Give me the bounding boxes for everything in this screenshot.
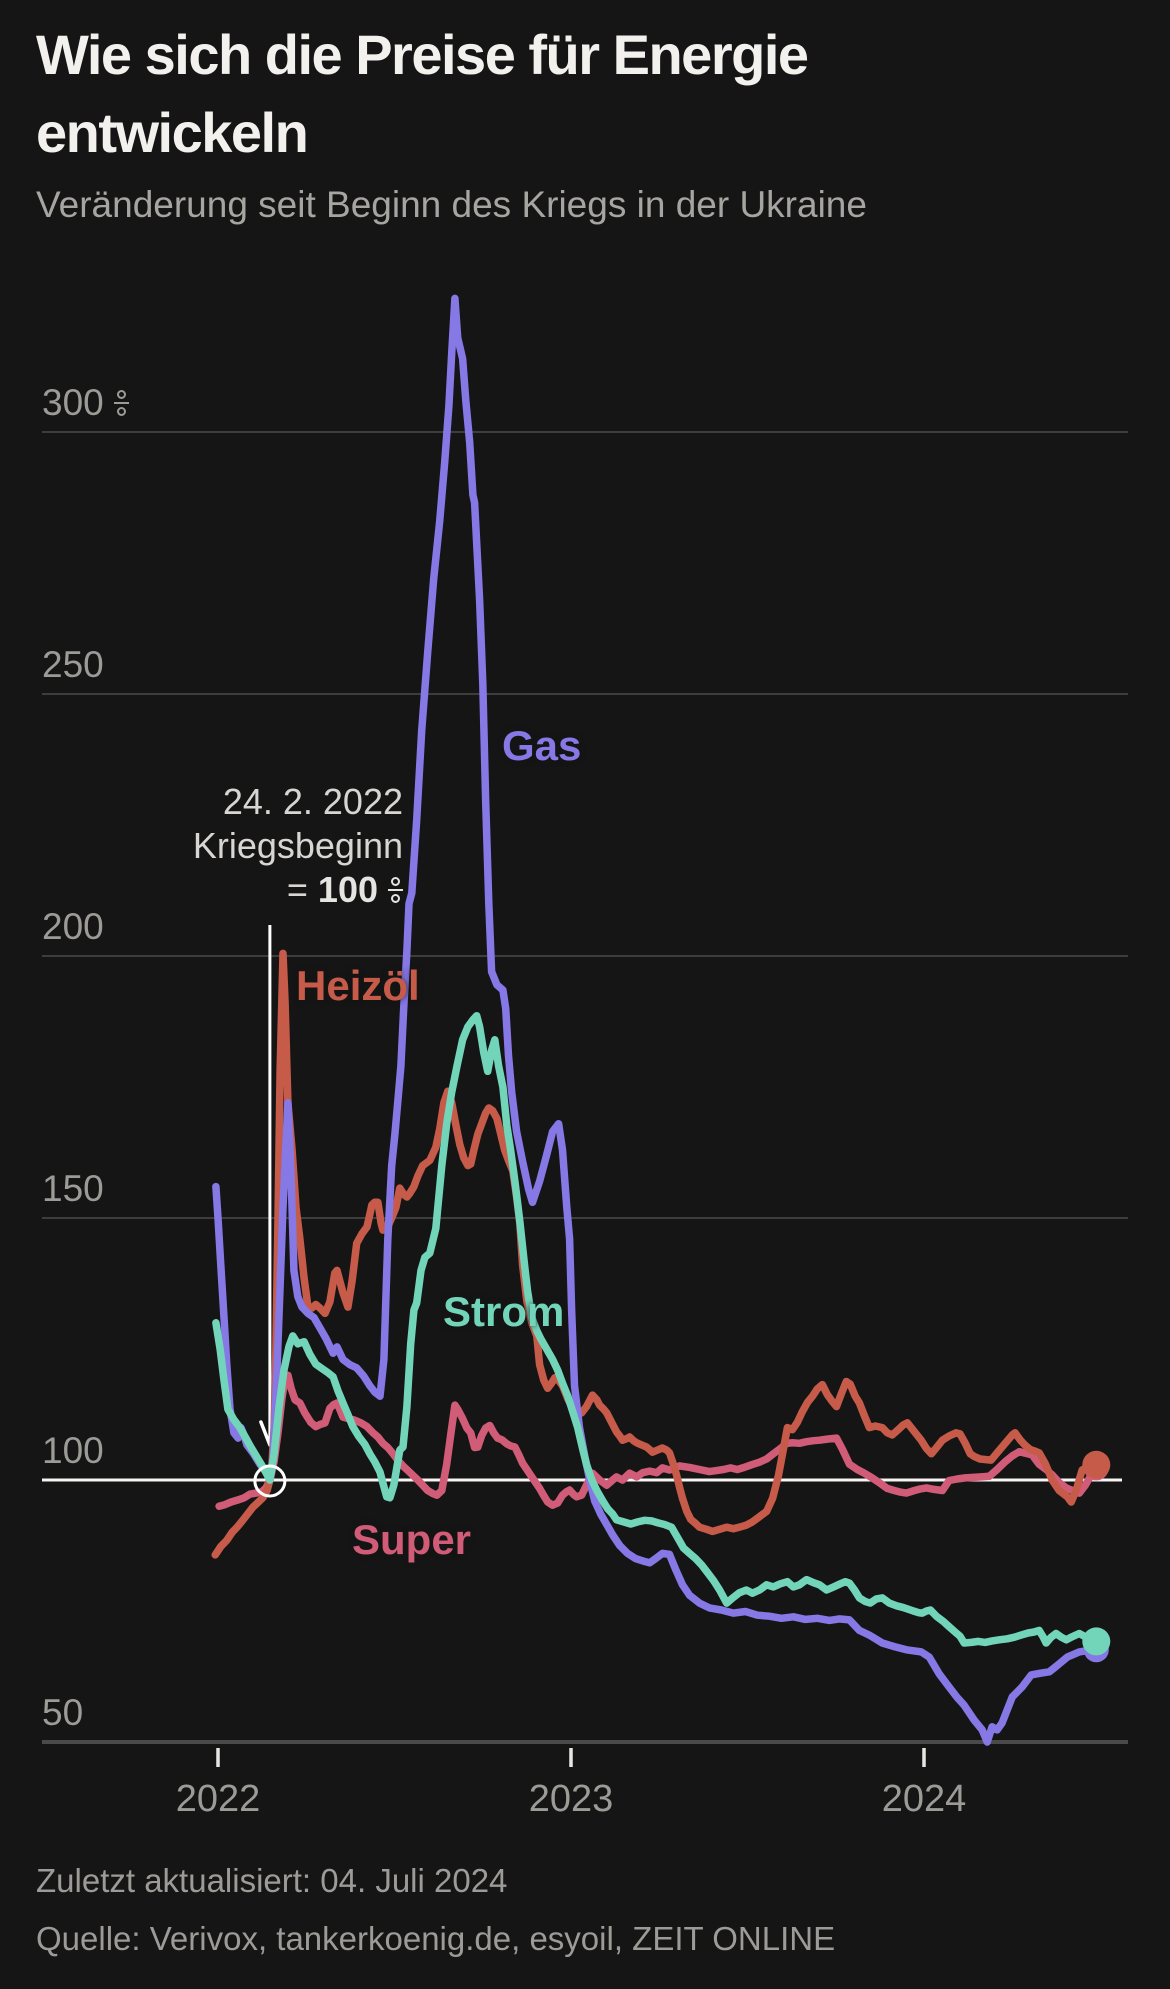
page-subtitle: Veränderung seit Beginn des Kriegs in de… (36, 184, 867, 225)
series-label-super: Super (352, 1516, 472, 1563)
baseline-value: 100 (317, 869, 378, 910)
line-super (215, 1371, 1101, 1510)
source-note: Quelle: Verivox, tankerkoenig.de, esyoil… (36, 1920, 836, 1957)
x-axis-label-2024: 2024 (881, 1778, 967, 1820)
x-axis-label-2022: 2022 (175, 1778, 261, 1820)
x-axis-label-2023: 2023 (528, 1778, 614, 1820)
page-title-line-1: Wie sich die Preise für Energie (36, 23, 809, 86)
percent-icon (113, 389, 129, 417)
war-start-annotation: 24. 2. 2022 Kriegsbeginn = 100 (0, 780, 403, 912)
line-heizoel (211, 949, 1101, 1559)
war-start-date: 24. 2. 2022 (222, 781, 403, 822)
series-label-gas: Gas (502, 722, 582, 769)
y-axis-label-50: 50 (42, 1692, 84, 1733)
percent-icon (388, 876, 403, 904)
page-title-line-2: entwickeln (36, 101, 309, 164)
series-label-strom: Strom (443, 1288, 565, 1335)
equals-sign: = (286, 869, 308, 910)
y-axis-label-300: 300 (42, 382, 129, 424)
y-axis-label-150: 150 (42, 1168, 104, 1209)
y-axis-label-200: 200 (42, 906, 104, 947)
last-updated-note: Zuletzt aktualisiert: 04. Juli 2024 (36, 1862, 508, 1899)
y-axis-label-250: 250 (42, 644, 104, 685)
end-dot-strom (1082, 1627, 1111, 1656)
line-gas (212, 294, 1101, 1746)
y-axis-label-100: 100 (42, 1430, 104, 1471)
series-label-heizoel: Heizöl (296, 962, 420, 1009)
war-start-ring-icon (253, 1464, 287, 1498)
line-strom (212, 1011, 1101, 1647)
page-title: Wie sich die Preise für Energie entwicke… (36, 16, 1146, 172)
war-start-baseline: = 100 (0, 868, 403, 912)
end-dot-heizoel (1082, 1450, 1111, 1479)
war-start-label: Kriegsbeginn (192, 825, 403, 866)
